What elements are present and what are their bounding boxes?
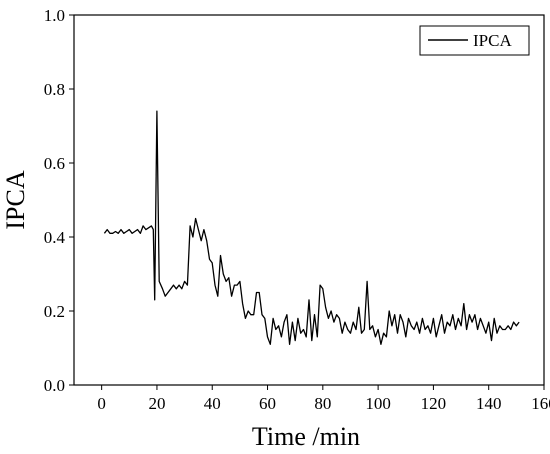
x-tick-label: 40	[204, 394, 221, 413]
y-axis-title: IPCA	[1, 170, 30, 229]
x-tick-label: 20	[148, 394, 165, 413]
y-tick-label: 0.8	[44, 80, 65, 99]
legend: IPCA	[419, 25, 530, 56]
plot-frame	[73, 14, 545, 386]
x-tick-label: 0	[97, 394, 106, 413]
x-axis-ticks: 0 20 40 60 80 100 120 140 160	[97, 385, 550, 413]
x-tick-label: 120	[421, 394, 447, 413]
x-tick-label: 80	[314, 394, 331, 413]
y-tick-label: 0.0	[44, 376, 65, 395]
y-tick-label: 0.4	[44, 228, 66, 247]
legend-label-ipca: IPCA	[473, 31, 512, 50]
x-tick-label: 160	[531, 394, 550, 413]
y-tick-label: 0.2	[44, 302, 65, 321]
y-tick-label: 0.6	[44, 154, 65, 173]
x-tick-label: 140	[476, 394, 502, 413]
series-line-ipca	[103, 110, 520, 345]
x-tick-label: 60	[259, 394, 276, 413]
y-axis-ticks: 0.0 0.2 0.4 0.6 0.8 1.0	[44, 6, 74, 395]
x-axis-title: Time /min	[252, 422, 360, 451]
y-tick-label: 1.0	[44, 6, 65, 25]
series-layer	[103, 110, 520, 345]
x-tick-label: 100	[365, 394, 391, 413]
